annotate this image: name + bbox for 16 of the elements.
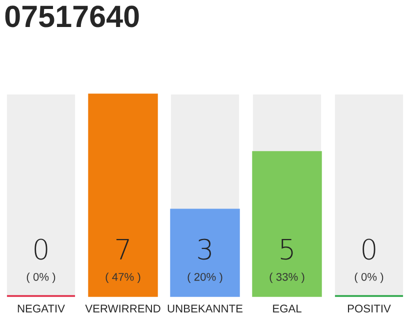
x-tick-label: VERWIRREND xyxy=(85,304,160,312)
x-tick-label: NEGATIV xyxy=(18,304,65,312)
x-tick-label: UNBEKANNTE xyxy=(168,304,242,312)
x-tick-label: POSITIV xyxy=(348,304,391,312)
x-tick-label: EGAL xyxy=(273,304,302,312)
annotation: ( 20% ) xyxy=(188,272,222,284)
annotation: ( 0% ) xyxy=(354,272,384,284)
data-label: 7 xyxy=(116,239,129,260)
annotation: ( 47% ) xyxy=(106,272,140,284)
data-label: 5 xyxy=(280,239,293,260)
data-label: 3 xyxy=(198,238,211,260)
chart-title: 07517640 xyxy=(5,6,139,28)
annotation: ( 0% ) xyxy=(26,272,56,284)
data-label: 0 xyxy=(34,238,48,260)
data-label: 0 xyxy=(362,238,376,260)
annotation: ( 33% ) xyxy=(270,272,304,284)
